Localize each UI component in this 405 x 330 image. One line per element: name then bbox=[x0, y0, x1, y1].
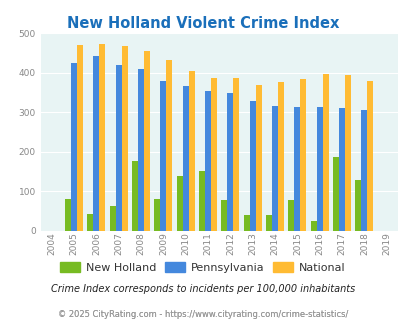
Bar bbox=[71, 63, 77, 231]
Bar bbox=[154, 199, 160, 231]
Bar bbox=[109, 207, 115, 231]
Bar bbox=[277, 82, 284, 231]
Bar bbox=[233, 78, 239, 231]
Bar bbox=[316, 107, 322, 231]
Bar bbox=[367, 81, 373, 231]
Text: Crime Index corresponds to incidents per 100,000 inhabitants: Crime Index corresponds to incidents per… bbox=[51, 284, 354, 294]
Legend: New Holland, Pennsylvania, National: New Holland, Pennsylvania, National bbox=[56, 258, 349, 278]
Bar bbox=[265, 215, 271, 231]
Bar bbox=[249, 101, 255, 231]
Bar bbox=[255, 85, 261, 231]
Bar bbox=[300, 79, 306, 231]
Bar bbox=[354, 180, 360, 231]
Bar bbox=[338, 108, 344, 231]
Bar bbox=[221, 200, 227, 231]
Bar bbox=[65, 199, 71, 231]
Text: New Holland Violent Crime Index: New Holland Violent Crime Index bbox=[67, 16, 338, 31]
Text: © 2025 CityRating.com - https://www.cityrating.com/crime-statistics/: © 2025 CityRating.com - https://www.city… bbox=[58, 310, 347, 319]
Bar bbox=[271, 106, 277, 231]
Bar bbox=[322, 74, 328, 231]
Bar bbox=[211, 78, 217, 231]
Bar bbox=[138, 69, 144, 231]
Bar bbox=[310, 221, 316, 231]
Bar bbox=[122, 46, 128, 231]
Bar bbox=[115, 65, 122, 231]
Bar bbox=[243, 215, 249, 231]
Bar bbox=[176, 176, 182, 231]
Bar bbox=[132, 160, 138, 231]
Bar bbox=[360, 110, 367, 231]
Bar bbox=[288, 200, 294, 231]
Bar bbox=[344, 75, 350, 231]
Bar bbox=[166, 60, 172, 231]
Bar bbox=[99, 44, 105, 231]
Bar bbox=[182, 86, 188, 231]
Bar bbox=[144, 51, 150, 231]
Bar bbox=[188, 71, 194, 231]
Bar bbox=[227, 93, 233, 231]
Bar bbox=[160, 81, 166, 231]
Bar bbox=[332, 156, 338, 231]
Bar bbox=[294, 107, 300, 231]
Bar bbox=[205, 91, 211, 231]
Bar bbox=[77, 45, 83, 231]
Text: © 2025 CityRating.com - https://www.cityrating.com/crime-statistics/: © 2025 CityRating.com - https://www.city… bbox=[58, 310, 347, 319]
Bar bbox=[198, 171, 205, 231]
Bar bbox=[93, 56, 99, 231]
Bar bbox=[87, 214, 93, 231]
